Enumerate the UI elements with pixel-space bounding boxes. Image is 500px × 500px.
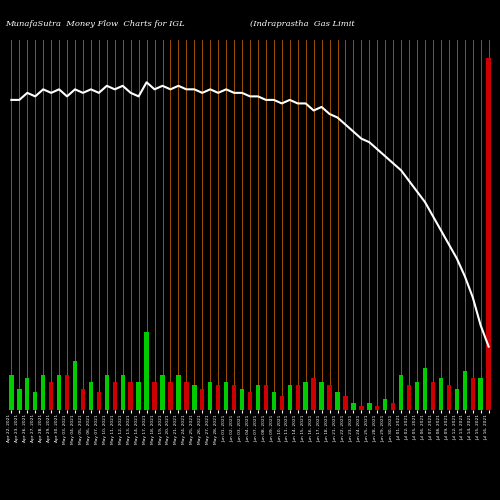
Bar: [57, 375, 62, 410]
Bar: [104, 375, 109, 410]
Bar: [192, 386, 196, 410]
Bar: [312, 378, 316, 410]
Bar: [415, 382, 419, 410]
Bar: [73, 360, 77, 410]
Bar: [208, 382, 212, 410]
Bar: [144, 332, 149, 410]
Text: MunafaSutra  Money Flow  Charts for IGL: MunafaSutra Money Flow Charts for IGL: [5, 20, 185, 28]
Bar: [81, 389, 85, 410]
Bar: [152, 382, 156, 410]
Bar: [184, 382, 188, 410]
Bar: [375, 406, 380, 410]
Bar: [423, 368, 427, 410]
Bar: [486, 58, 491, 410]
Bar: [454, 389, 459, 410]
Bar: [33, 392, 38, 410]
Bar: [272, 392, 276, 410]
Bar: [359, 406, 364, 410]
Bar: [399, 375, 404, 410]
Bar: [446, 386, 451, 410]
Bar: [470, 378, 475, 410]
Bar: [280, 396, 284, 410]
Bar: [462, 371, 467, 410]
Bar: [320, 382, 324, 410]
Bar: [391, 403, 396, 410]
Bar: [88, 382, 93, 410]
Bar: [351, 403, 356, 410]
Bar: [288, 386, 292, 410]
Bar: [296, 386, 300, 410]
Bar: [176, 375, 180, 410]
Bar: [248, 392, 252, 410]
Text: (Indraprastha  Gas Limit: (Indraprastha Gas Limit: [250, 20, 355, 28]
Bar: [383, 400, 388, 410]
Bar: [224, 382, 228, 410]
Bar: [168, 382, 172, 410]
Bar: [120, 375, 125, 410]
Bar: [200, 389, 204, 410]
Bar: [9, 375, 14, 410]
Bar: [431, 382, 435, 410]
Bar: [438, 378, 443, 410]
Bar: [256, 386, 260, 410]
Bar: [264, 386, 268, 410]
Bar: [232, 386, 236, 410]
Bar: [112, 382, 117, 410]
Bar: [49, 382, 54, 410]
Bar: [160, 375, 164, 410]
Bar: [17, 389, 21, 410]
Bar: [128, 382, 133, 410]
Bar: [41, 375, 46, 410]
Bar: [136, 382, 141, 410]
Bar: [407, 386, 412, 410]
Bar: [328, 386, 332, 410]
Bar: [240, 389, 244, 410]
Bar: [344, 396, 347, 410]
Bar: [25, 378, 29, 410]
Bar: [304, 382, 308, 410]
Bar: [96, 392, 101, 410]
Bar: [65, 375, 69, 410]
Bar: [336, 392, 340, 410]
Bar: [367, 403, 372, 410]
Bar: [478, 378, 483, 410]
Bar: [216, 386, 220, 410]
